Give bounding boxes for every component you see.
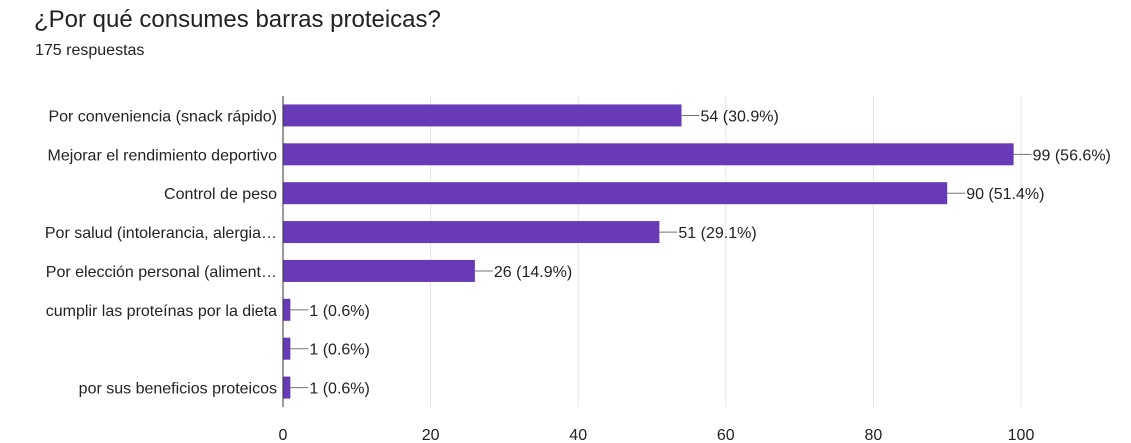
bar <box>283 337 291 360</box>
data-label: 1 (0.6%) <box>309 303 369 320</box>
data-label: 51 (29.1%) <box>678 225 756 242</box>
data-label: 1 (0.6%) <box>309 381 369 398</box>
bar <box>283 376 291 399</box>
x-tick-label: 100 <box>1008 427 1035 443</box>
bar <box>283 259 475 282</box>
category-label: Mejorar el rendimiento deportivo <box>48 147 278 164</box>
category-label: Por conveniencia (snack rápido) <box>48 108 277 125</box>
x-tick-label: 0 <box>279 427 288 443</box>
data-label: 1 (0.6%) <box>309 342 369 359</box>
data-label: 90 (51.4%) <box>966 186 1044 203</box>
bar <box>283 221 660 244</box>
x-tick-label: 60 <box>717 427 735 443</box>
bar <box>283 104 682 127</box>
category-label: por sus beneficios proteicos <box>79 381 277 398</box>
category-label: Control de peso <box>164 186 277 203</box>
x-tick-label: 40 <box>569 427 587 443</box>
data-label: 54 (30.9%) <box>701 108 779 125</box>
bar <box>283 298 291 321</box>
data-label: 26 (14.9%) <box>494 264 572 281</box>
chart-title: ¿Por qué consumes barras proteicas? <box>34 6 441 33</box>
category-label: Por elección personal (aliment… <box>46 264 277 281</box>
bar <box>283 182 948 205</box>
x-tick-label: 80 <box>865 427 883 443</box>
data-label: 99 (56.6%) <box>1033 147 1111 164</box>
x-tick-label: 20 <box>422 427 440 443</box>
category-label: Por salud (intolerancia, alergia… <box>45 225 277 242</box>
bar <box>283 143 1014 166</box>
response-count: 175 respuestas <box>35 42 145 59</box>
category-label: cumplir las proteínas por la dieta <box>46 303 277 320</box>
